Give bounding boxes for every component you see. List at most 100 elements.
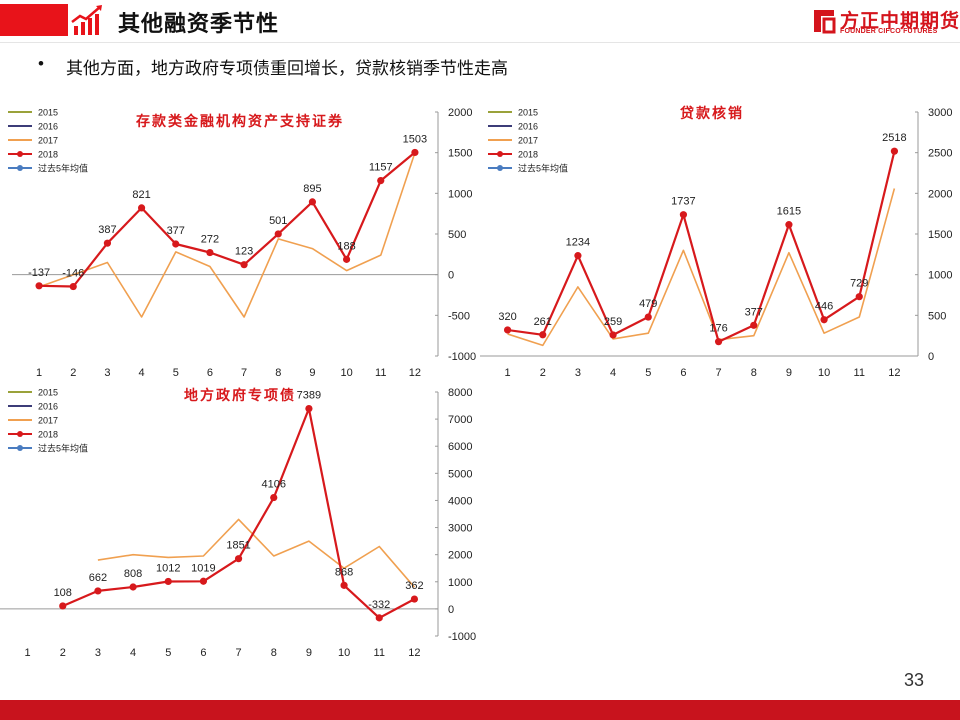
x-tick-label: 8 xyxy=(271,647,277,659)
legend-label: 2017 xyxy=(38,416,58,426)
bullet-text: 其他方面，地方政府专项债重回增长，贷款核销季节性走高 xyxy=(66,59,508,78)
data-point-2018 xyxy=(199,577,208,585)
data-label: 446 xyxy=(815,301,833,313)
data-label: 4106 xyxy=(262,479,286,491)
header-divider xyxy=(0,42,960,43)
x-tick-label: 12 xyxy=(409,367,421,379)
chart-title: 存款类金融机构资产支持证券 xyxy=(136,113,344,129)
y-tick-label: 3000 xyxy=(928,107,952,119)
data-label: 176 xyxy=(709,323,727,335)
legend-label: 过去5年均值 xyxy=(38,163,88,174)
y-tick-label: 5000 xyxy=(448,468,472,480)
bullet-symbol: • xyxy=(38,54,44,73)
x-tick-label: 12 xyxy=(888,367,900,379)
y-tick-label: 4000 xyxy=(448,495,472,507)
x-tick-label: 2 xyxy=(70,367,76,379)
data-label: -146 xyxy=(62,268,84,280)
data-label: 1737 xyxy=(671,196,695,208)
page-number: 33 xyxy=(904,670,925,690)
x-tick-label: 5 xyxy=(645,367,651,379)
data-point-2018 xyxy=(609,331,617,339)
data-label: 377 xyxy=(745,306,763,318)
data-point-2018 xyxy=(714,338,723,346)
x-tick-label: 10 xyxy=(340,367,352,379)
y-tick-label: 0 xyxy=(448,604,454,616)
y-tick-label: 2000 xyxy=(448,550,472,562)
x-tick-label: 3 xyxy=(95,647,101,659)
data-label: 272 xyxy=(201,234,219,246)
data-point-2018 xyxy=(234,555,243,563)
data-point-2018 xyxy=(375,614,383,622)
data-point-2018 xyxy=(820,316,828,324)
y-tick-label: 8000 xyxy=(448,387,472,399)
data-label: 362 xyxy=(405,580,423,592)
x-tick-label: 4 xyxy=(610,367,616,379)
y-tick-label: 2500 xyxy=(928,148,952,160)
data-point-2018 xyxy=(785,221,793,229)
data-label: 7389 xyxy=(297,390,321,402)
legend-marker xyxy=(17,445,23,451)
legend-label: 2018 xyxy=(38,150,58,160)
x-tick-label: 10 xyxy=(818,367,830,379)
data-label: 662 xyxy=(89,572,107,584)
x-tick-label: 12 xyxy=(408,647,420,659)
data-label: 377 xyxy=(167,225,185,237)
data-point-2018 xyxy=(94,587,102,595)
data-point-2018 xyxy=(35,282,43,290)
data-point-2018 xyxy=(644,313,652,321)
y-tick-label: 1000 xyxy=(928,270,952,282)
company-logo: 方正中期期货 FOUNDER CIFCO FUTURES xyxy=(812,6,959,38)
x-tick-label: 5 xyxy=(173,367,179,379)
data-label: -332 xyxy=(368,599,390,611)
data-point-2018 xyxy=(855,293,863,301)
y-tick-label: 1500 xyxy=(448,148,472,160)
data-point-2018 xyxy=(103,239,112,247)
data-point-2018 xyxy=(539,331,547,339)
chart-title: 地方政府专项债 xyxy=(184,387,296,403)
y-tick-label: 2000 xyxy=(448,107,472,119)
x-tick-label: 1 xyxy=(25,647,31,659)
x-tick-label: 8 xyxy=(751,367,757,379)
y-tick-label: 2000 xyxy=(928,188,952,200)
data-label: 261 xyxy=(534,316,552,328)
legend-label: 2015 xyxy=(38,388,58,398)
legend-label: 2017 xyxy=(38,136,58,146)
data-label: 1234 xyxy=(566,237,590,249)
data-label: -137 xyxy=(28,267,50,279)
data-point-2018 xyxy=(69,282,77,291)
data-label: 2518 xyxy=(882,132,906,144)
y-tick-label: -1000 xyxy=(448,631,476,643)
x-tick-label: 1 xyxy=(505,367,511,379)
data-point-2018 xyxy=(164,577,172,586)
x-tick-label: 3 xyxy=(104,367,110,379)
legend-label: 2018 xyxy=(518,150,538,160)
footer-bar xyxy=(0,700,960,720)
founder-logo-icon xyxy=(814,10,836,34)
data-label: 1019 xyxy=(191,562,215,574)
data-point-2018 xyxy=(308,198,317,206)
x-tick-label: 7 xyxy=(241,367,247,379)
x-tick-label: 1 xyxy=(36,367,42,379)
data-point-2018 xyxy=(59,602,67,610)
legend-label: 2015 xyxy=(518,108,538,118)
x-tick-label: 3 xyxy=(575,367,581,379)
x-tick-label: 4 xyxy=(130,647,136,659)
data-point-2018 xyxy=(342,255,351,263)
data-label: 729 xyxy=(850,278,868,290)
x-tick-label: 10 xyxy=(338,647,350,659)
data-point-2018 xyxy=(890,147,899,155)
data-point-2018 xyxy=(574,252,582,260)
legend-label: 2018 xyxy=(38,430,58,440)
x-tick-label: 6 xyxy=(680,367,686,379)
x-tick-label: 11 xyxy=(375,367,386,379)
data-label: 821 xyxy=(132,189,150,201)
legend-label: 过去5年均值 xyxy=(38,443,88,454)
y-tick-label: 0 xyxy=(928,351,934,363)
legend-label: 2016 xyxy=(518,122,538,132)
series-line-2017 xyxy=(507,188,896,347)
x-tick-label: 4 xyxy=(139,367,145,379)
legend-marker xyxy=(17,165,23,171)
x-tick-label: 6 xyxy=(200,647,206,659)
data-point-2018 xyxy=(274,230,282,238)
